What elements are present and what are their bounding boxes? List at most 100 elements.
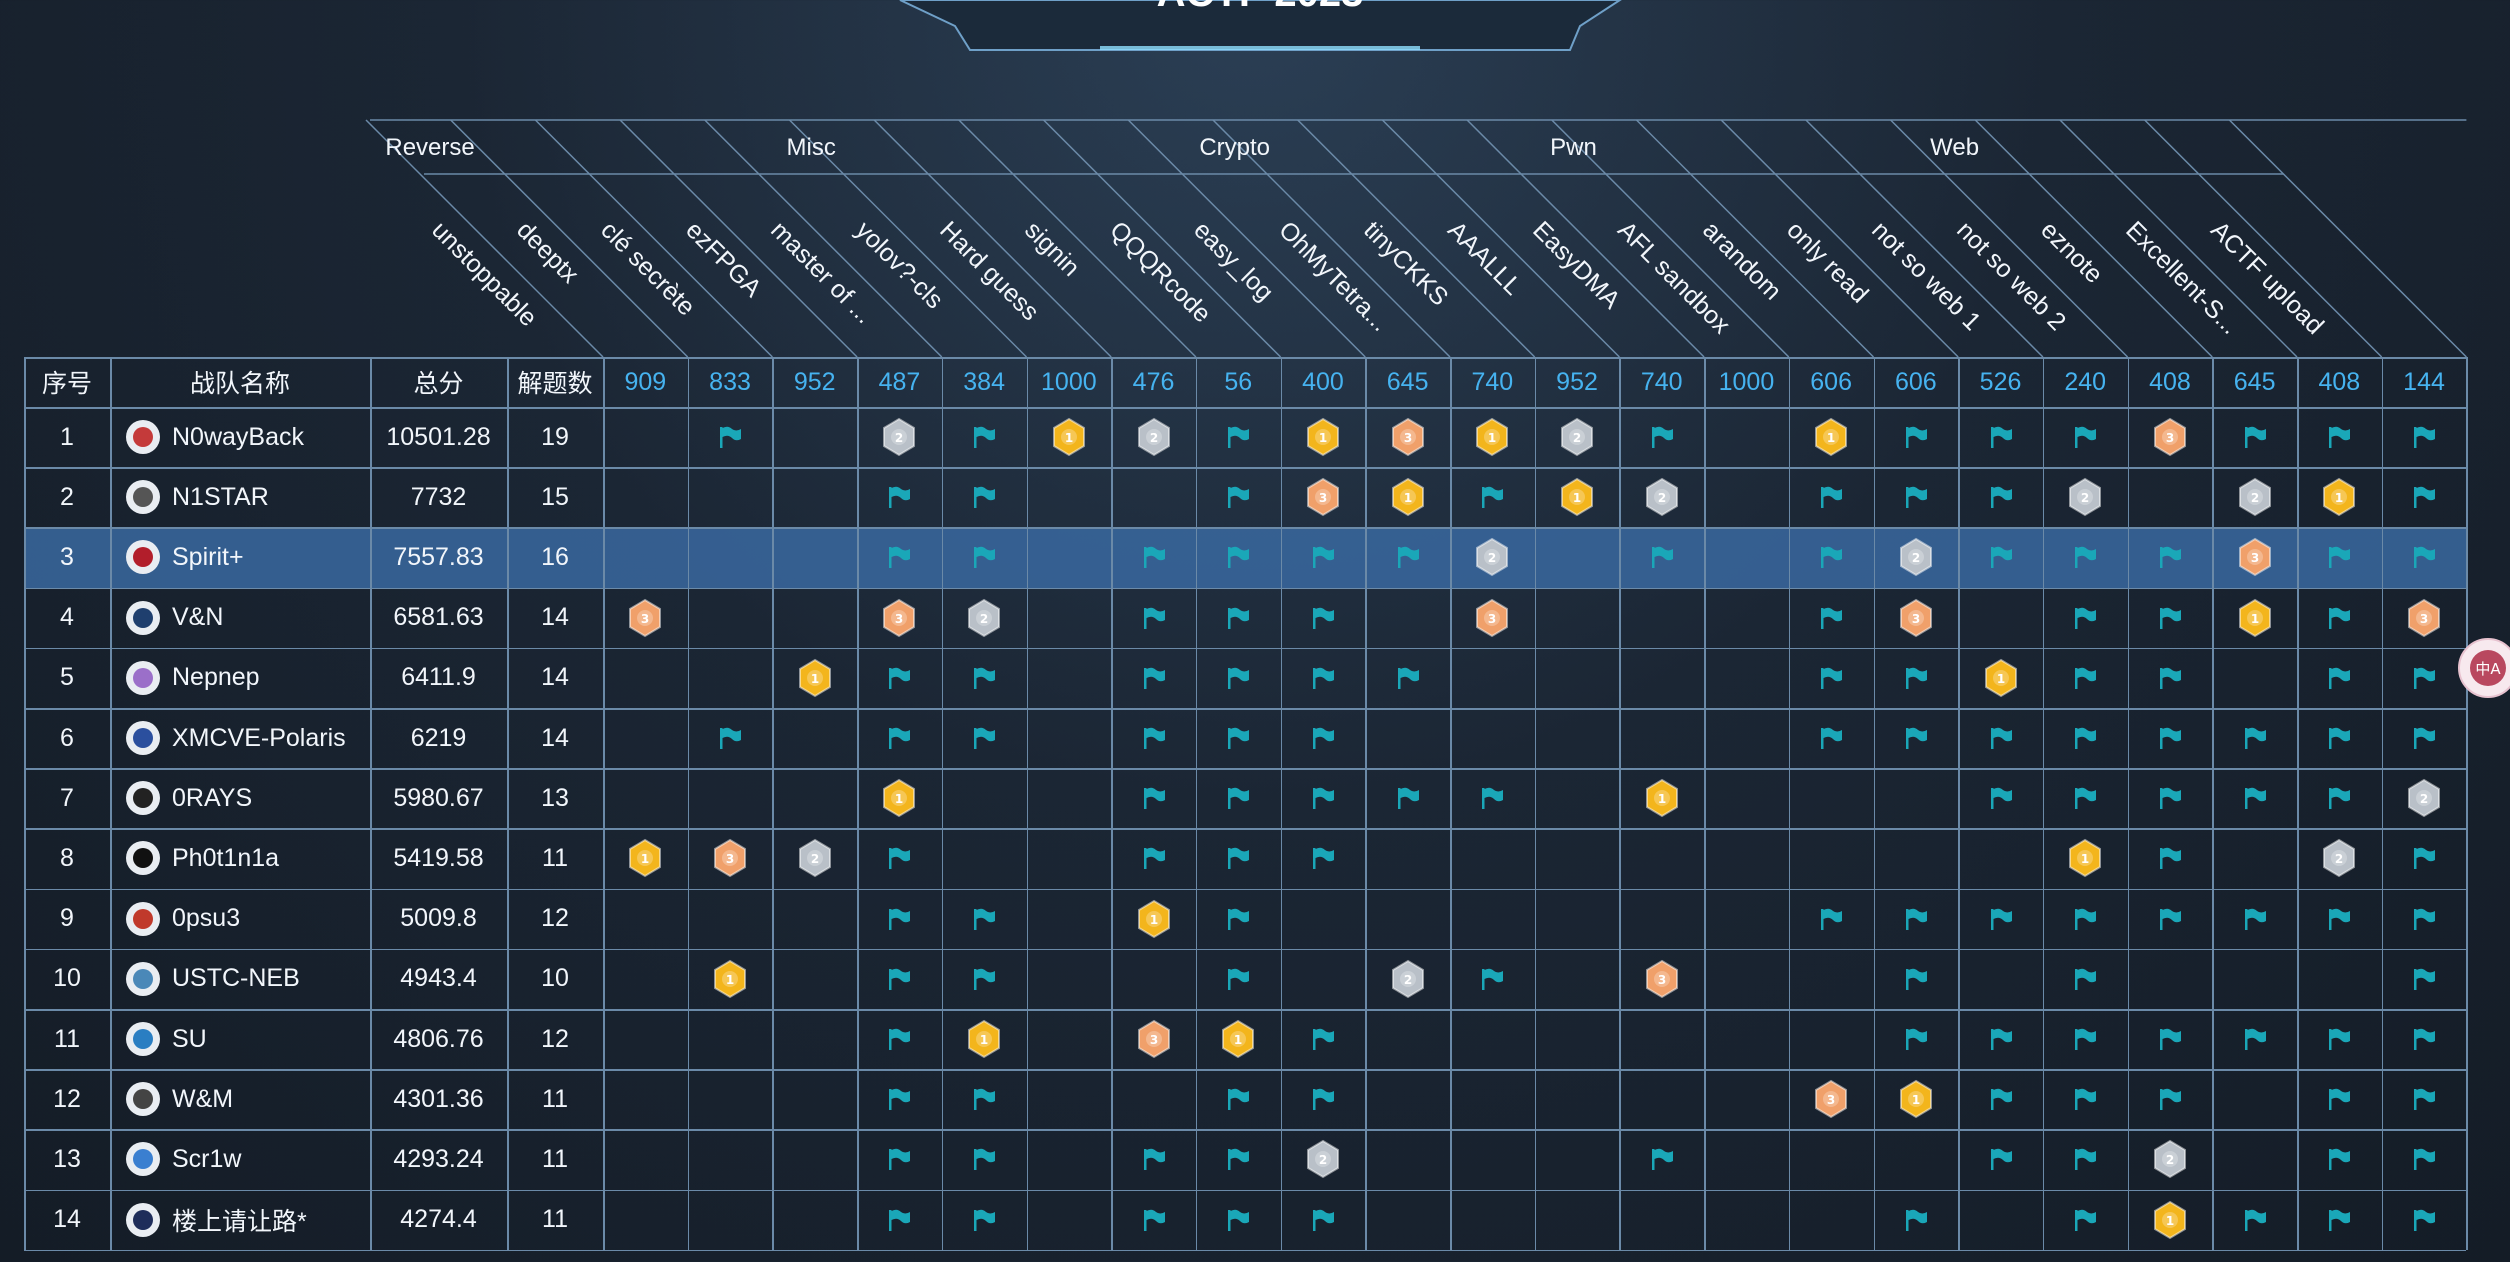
flag-icon — [2244, 1028, 2266, 1051]
flag-icon — [1651, 426, 1673, 449]
solve-cell — [2382, 1190, 2467, 1250]
team-avatar — [126, 961, 160, 996]
challenge-score: 740 — [1640, 367, 1683, 396]
challenge-score: 645 — [2233, 367, 2276, 396]
svg-text:1: 1 — [980, 1033, 988, 1047]
svg-text:3: 3 — [895, 612, 903, 626]
solve-cell — [2043, 1190, 2128, 1250]
solve-cell — [1196, 467, 1281, 527]
rank-cell: 14 — [53, 1205, 81, 1234]
solve-cell — [1874, 407, 1959, 467]
solve-cell — [1365, 527, 1450, 587]
solve-cell — [1535, 1069, 1620, 1129]
avatar-logo — [133, 1149, 153, 1170]
solve-cell — [1789, 1190, 1874, 1250]
banner-title: ACTF 2023 — [1157, 0, 1364, 15]
solve-cell — [1619, 527, 1704, 587]
team-cell[interactable]: N1STAR — [110, 467, 370, 527]
flag-icon — [1905, 667, 1927, 689]
medal-1-icon: 1 — [1052, 417, 1085, 457]
solve-cell — [1450, 828, 1535, 888]
translate-icon: 中A — [2470, 650, 2506, 686]
challenge-score: 476 — [1132, 367, 1175, 396]
flag-icon — [2244, 787, 2266, 810]
solve-cell — [2043, 648, 2128, 708]
team-cell[interactable]: 楼上请让路* — [110, 1190, 370, 1250]
avatar-logo — [133, 1089, 153, 1110]
flag-icon — [1312, 607, 1334, 629]
svg-text:2: 2 — [2250, 491, 2258, 505]
flag-icon — [1905, 486, 1927, 509]
team-cell[interactable]: N0wayBack — [110, 407, 370, 467]
solve-cell — [1535, 768, 1620, 828]
solve-cell: 3 — [2382, 588, 2467, 648]
team-cell[interactable]: XMCVE-Polaris — [110, 708, 370, 768]
flag-icon — [2075, 607, 2097, 629]
team-cell[interactable]: Spirit+ — [110, 527, 370, 587]
flag-icon — [2244, 1209, 2266, 1231]
solved-count-cell: 15 — [541, 482, 569, 511]
team-cell[interactable]: SU — [110, 1009, 370, 1069]
team-cell[interactable]: V&N — [110, 588, 370, 648]
solve-cell — [688, 1069, 773, 1129]
total-score-cell: 5980.67 — [393, 783, 484, 812]
flag-icon — [2414, 908, 2436, 930]
solve-cell — [2212, 889, 2297, 949]
team-cell[interactable]: 0psu3 — [110, 889, 370, 949]
team-cell[interactable]: Scr1w — [110, 1129, 370, 1189]
solve-cell — [2212, 768, 2297, 828]
solve-cell — [2297, 1190, 2382, 1250]
solve-cell — [2212, 407, 2297, 467]
flag-icon — [1143, 547, 1165, 569]
solve-cell — [2297, 1129, 2382, 1189]
flag-icon — [974, 727, 996, 750]
team-cell[interactable]: Nepnep — [110, 648, 370, 708]
solve-cell: 3 — [1111, 1009, 1196, 1069]
flag-icon — [2159, 1028, 2181, 1051]
solve-cell — [1196, 949, 1281, 1009]
translate-button[interactable]: 中A — [2458, 638, 2510, 698]
team-cell[interactable]: W&M — [110, 1069, 370, 1129]
challenge-score: 384 — [963, 367, 1005, 396]
solve-cell — [2043, 1009, 2128, 1069]
solve-cell — [942, 708, 1027, 768]
flag-icon — [974, 426, 996, 449]
medal-3-icon: 3 — [629, 598, 662, 637]
flag-icon — [1312, 1088, 1334, 1111]
team-name: 0psu3 — [172, 904, 241, 933]
flag-icon — [974, 1149, 996, 1171]
grid-line-h — [24, 407, 2467, 409]
solve-cell — [688, 588, 773, 648]
team-cell[interactable]: USTC-NEB — [110, 949, 370, 1009]
solve-cell — [1196, 708, 1281, 768]
team-cell[interactable]: 0RAYS — [110, 768, 370, 828]
svg-text:1: 1 — [641, 852, 649, 866]
flag-icon — [1228, 908, 1250, 930]
flag-icon — [889, 908, 911, 930]
solve-cell — [2297, 768, 2382, 828]
solve-cell: 2 — [2212, 467, 2297, 527]
team-cell[interactable]: Ph0t1n1a — [110, 828, 370, 888]
flag-icon — [1482, 787, 1504, 810]
flag-icon — [1228, 848, 1250, 870]
solve-cell — [603, 407, 688, 467]
team-avatar — [126, 781, 160, 816]
solve-cell — [1450, 889, 1535, 949]
flag-icon — [1397, 547, 1419, 569]
solve-cell — [857, 949, 942, 1009]
flag-icon — [1312, 1209, 1334, 1231]
medal-2-icon: 2 — [883, 417, 916, 457]
solve-cell — [1111, 1190, 1196, 1250]
solve-cell — [1365, 648, 1450, 708]
medal-1-icon: 1 — [1899, 1080, 1932, 1119]
flag-icon — [1143, 1209, 1165, 1231]
svg-text:2: 2 — [1658, 491, 1666, 505]
svg-text:2: 2 — [1912, 551, 1920, 565]
solve-cell — [1958, 768, 2043, 828]
solve-cell — [2382, 407, 2467, 467]
solve-cell — [1958, 407, 2043, 467]
solve-cell — [942, 828, 1027, 888]
solve-cell — [688, 708, 773, 768]
solved-count-cell: 11 — [542, 1084, 568, 1113]
solve-cell — [1874, 1129, 1959, 1189]
